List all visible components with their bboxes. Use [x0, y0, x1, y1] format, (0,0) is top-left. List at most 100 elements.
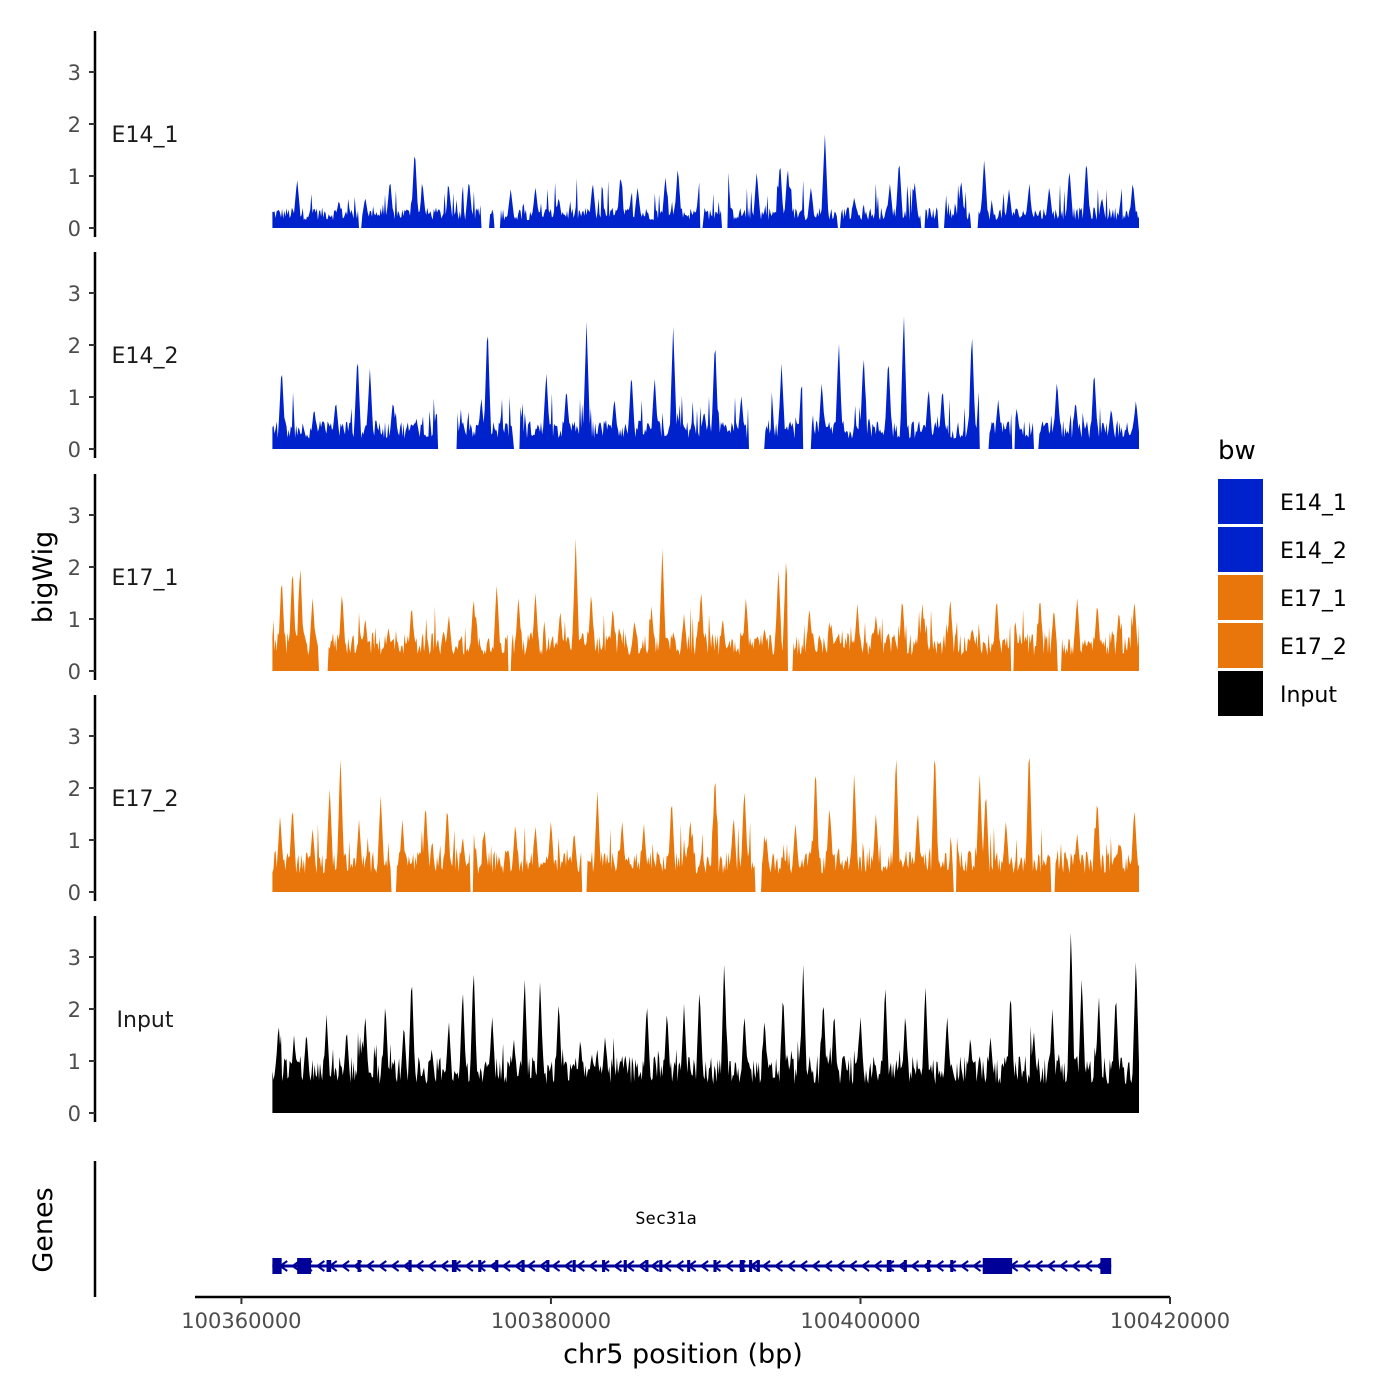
x-tick-label: 100380000	[491, 1309, 611, 1333]
gene-exon	[982, 1258, 1013, 1274]
track-panel-E17_1: 0 1 2 3 E17_1	[68, 474, 1139, 684]
strand-arrow	[1058, 1260, 1068, 1272]
strand-arrow	[835, 1260, 845, 1272]
strand-arrow	[637, 1260, 647, 1272]
coverage-area-E17_1	[272, 538, 1139, 671]
strand-arrow	[761, 1260, 771, 1272]
coverage-area-E17_2	[272, 757, 1139, 892]
gene-exon	[886, 1260, 892, 1272]
coverage-tracks: 0 1 2 3 E14_1 0 1 2 3 E14_2 0 1 2 3 E17_1 0 1 2 3 E17_2 0 1 2 3…	[68, 31, 1139, 1126]
legend-key-E14_2	[1218, 527, 1263, 572]
x-tick-label: 100360000	[181, 1309, 301, 1333]
coverage-area-Input	[272, 932, 1139, 1113]
coverage-area-E14_2	[272, 316, 1139, 449]
y-tick-label: 3	[68, 946, 81, 970]
gene-exon	[521, 1260, 525, 1272]
legend-key-Input	[1218, 671, 1263, 716]
strand-arrow	[662, 1260, 672, 1272]
x-tick-label: 100400000	[800, 1309, 920, 1333]
gene-exon	[297, 1258, 312, 1274]
track-panel-E14_1: 0 1 2 3 E14_1	[68, 31, 1139, 241]
strand-arrow	[724, 1260, 734, 1272]
strand-arrow	[538, 1260, 548, 1272]
x-tick-label: 100420000	[1110, 1309, 1230, 1333]
strand-arrow	[1046, 1260, 1056, 1272]
strand-arrow	[563, 1260, 573, 1272]
strand-arrow	[464, 1260, 474, 1272]
strand-arrow	[959, 1260, 969, 1272]
strand-arrow	[823, 1260, 833, 1272]
strand-arrow	[699, 1260, 709, 1272]
y-tick-label: 2	[68, 777, 81, 801]
strand-arrow	[798, 1260, 808, 1272]
strand-arrow	[674, 1260, 684, 1272]
legend-key-E14_1	[1218, 479, 1263, 524]
gene-track: Sec31a	[93, 1161, 1112, 1297]
track-label-E17_1: E17_1	[112, 566, 179, 591]
gene-exon	[272, 1258, 282, 1274]
y-tick-label: 1	[68, 165, 81, 189]
gene-exon	[749, 1260, 753, 1272]
y-tick-label: 3	[68, 725, 81, 749]
y-tick-label: 2	[68, 113, 81, 137]
track-label-Input: Input	[117, 1008, 174, 1033]
y-tick-label: 0	[68, 660, 81, 684]
strand-arrow	[810, 1260, 821, 1272]
gene-exon	[451, 1260, 457, 1272]
track-label-E14_2: E14_2	[112, 344, 179, 369]
gene-name-label: Sec31a	[635, 1209, 696, 1229]
gene-exon	[645, 1260, 649, 1272]
x-axis: 100360000 100380000 100400000 100420000	[181, 1295, 1230, 1333]
gene-exon	[478, 1260, 482, 1272]
strand-arrow	[1070, 1260, 1081, 1272]
legend-label-Input: Input	[1280, 683, 1337, 708]
y-tick-label: 1	[68, 608, 81, 632]
gene-exon	[326, 1260, 332, 1272]
strand-arrow	[971, 1260, 982, 1272]
y-tick-label: 0	[68, 881, 81, 905]
y-tick-label: 1	[68, 1050, 81, 1074]
gene-exon	[903, 1260, 907, 1272]
y-tick-label: 0	[68, 438, 81, 462]
strand-arrow	[909, 1260, 920, 1272]
strand-arrow	[947, 1260, 957, 1272]
strand-arrow	[389, 1260, 400, 1272]
y-tick-label: 0	[68, 1102, 81, 1126]
gene-exon	[1100, 1258, 1112, 1274]
strand-arrow	[773, 1260, 784, 1272]
strand-arrow	[315, 1260, 325, 1272]
legend-label-E14_2: E14_2	[1280, 539, 1347, 564]
strand-arrow	[501, 1260, 511, 1272]
y-tick-label: 1	[68, 386, 81, 410]
strand-arrow	[860, 1260, 870, 1272]
y-tick-label: 1	[68, 829, 81, 853]
legend-label-E17_1: E17_1	[1280, 587, 1347, 612]
strand-arrow	[588, 1260, 598, 1272]
gene-exon	[546, 1260, 550, 1272]
track-label-E17_2: E17_2	[112, 787, 179, 812]
gene-exon	[687, 1260, 691, 1272]
gene-exon	[357, 1260, 361, 1272]
legend: bw E14_1 E14_2 E17_1 E17_2 Input	[1218, 436, 1347, 716]
genes-axis-title: Genes	[28, 1187, 59, 1272]
gene-exon	[495, 1260, 499, 1272]
strand-arrow	[365, 1260, 375, 1272]
strand-arrow	[612, 1260, 623, 1272]
y-tick-label: 2	[68, 998, 81, 1022]
track-panel-Input: 0 1 2 3 Input	[68, 916, 1139, 1126]
strand-arrow	[625, 1260, 635, 1272]
strand-arrow	[427, 1260, 437, 1272]
legend-label-E14_1: E14_1	[1280, 491, 1347, 516]
track-panel-E14_2: 0 1 2 3 E14_2	[68, 252, 1139, 462]
strand-arrow	[1033, 1260, 1044, 1272]
y-tick-label: 2	[68, 556, 81, 580]
strand-arrow	[526, 1260, 536, 1272]
strand-arrow	[414, 1260, 424, 1272]
y-tick-label: 2	[68, 334, 81, 358]
strand-arrow	[649, 1260, 660, 1272]
gene-exon	[739, 1260, 745, 1272]
gene-exon	[950, 1260, 954, 1272]
gene-exon	[572, 1260, 576, 1272]
strand-arrow	[550, 1260, 561, 1272]
